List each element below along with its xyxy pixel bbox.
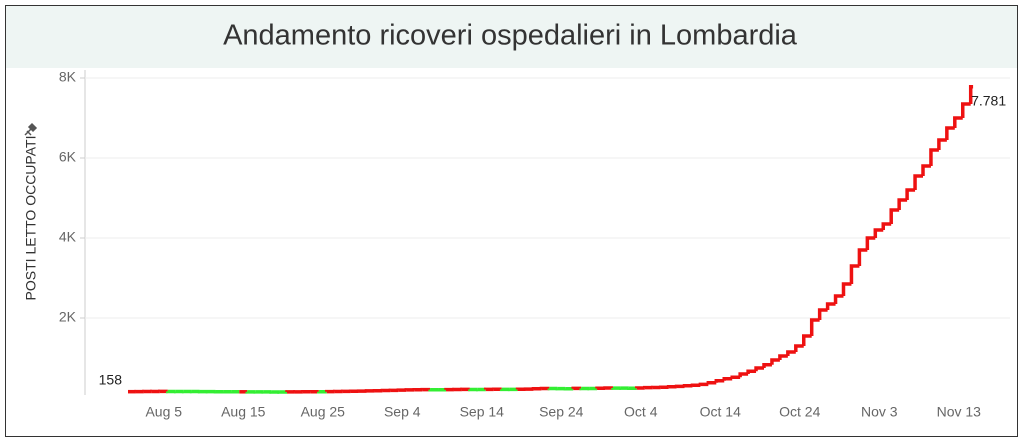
- x-tick-label: Sep 4: [384, 404, 421, 420]
- data-label: 158: [99, 371, 123, 387]
- x-tick-label: Aug 25: [301, 404, 346, 420]
- x-tick-label: Oct 14: [700, 404, 741, 420]
- x-tick-label: Sep 14: [460, 404, 505, 420]
- step-segment: [724, 379, 732, 381]
- x-tick-label: Nov 13: [937, 404, 982, 420]
- x-tick-label: Nov 3: [861, 404, 898, 420]
- step-segment: [700, 384, 708, 385]
- x-tick-label: Oct 4: [624, 404, 658, 420]
- step-segment: [716, 381, 724, 383]
- x-tick-label: Aug 15: [221, 404, 266, 420]
- y-axis-title: POSTI LETTO OCCUPATI: [23, 136, 39, 301]
- y-tick-label: 6K: [59, 149, 77, 165]
- step-segment: [685, 386, 693, 387]
- chart-title: Andamento ricoveri ospedalieri in Lombar…: [223, 20, 798, 52]
- x-tick-label: Aug 5: [145, 404, 182, 420]
- frame: [6, 6, 1018, 437]
- x-tick-label: Oct 24: [779, 404, 820, 420]
- data-label: 7.781: [971, 92, 1006, 108]
- step-segment: [692, 385, 700, 386]
- y-tick-label: 2K: [59, 309, 77, 325]
- y-tick-label: 4K: [59, 229, 77, 245]
- x-tick-label: Sep 24: [539, 404, 584, 420]
- step-segment: [708, 383, 716, 385]
- y-tick-label: 8K: [59, 69, 77, 85]
- step-segment: [732, 377, 740, 379]
